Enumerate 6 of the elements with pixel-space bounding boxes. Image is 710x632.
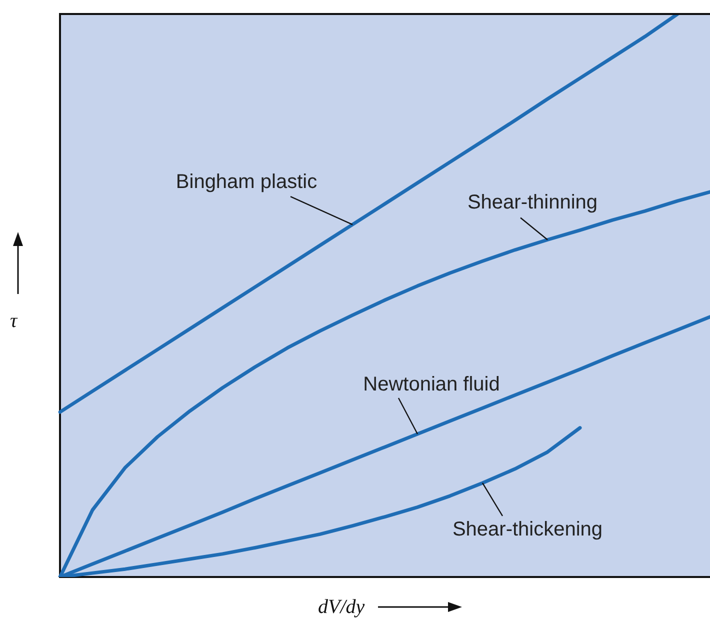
text: Bingham plastic — [176, 171, 318, 194]
series-label: Shear-thickening — [452, 518, 603, 540]
y-axis-title: τ — [10, 310, 18, 333]
x-axis-title: dV/dy — [318, 596, 365, 618]
series-label: Newtonian fluid — [363, 374, 500, 396]
series-label: Shear-thinning — [467, 191, 598, 214]
